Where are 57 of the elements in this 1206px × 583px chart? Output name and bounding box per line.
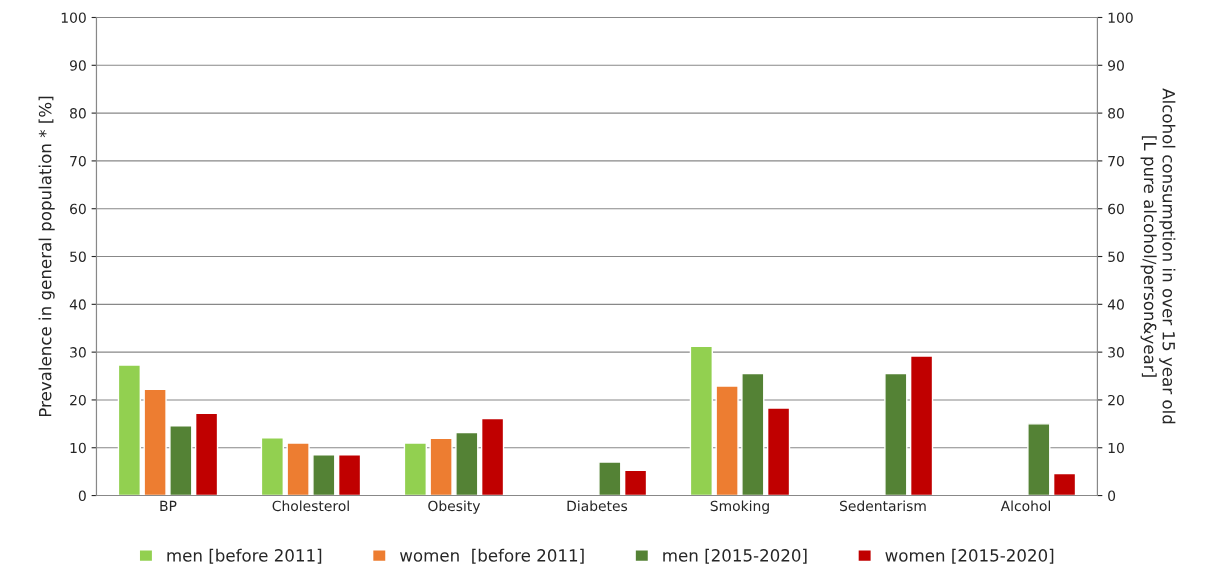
- y-tick-label: 60: [70, 203, 86, 215]
- bar: [286, 442, 310, 496]
- x-tick-label: Alcohol: [1000, 500, 1050, 512]
- bar: [337, 454, 362, 496]
- y2-axis-title: Alcohol consumption in over 15 year old [L pure alcohol/person&year]: [1140, 88, 1176, 424]
- bar: [143, 388, 167, 496]
- bar: [117, 364, 142, 496]
- x-tick-label: Diabetes: [567, 500, 628, 512]
- bar: [455, 431, 479, 496]
- x-tick-label: Sedentarism: [839, 500, 926, 512]
- y2-tick-label: 40: [1107, 299, 1124, 310]
- y-tick-label: 80: [70, 108, 86, 119]
- bar: [884, 372, 908, 496]
- y-tick-label: 50: [70, 251, 86, 262]
- legend-label: men [2015-2020]: [663, 548, 807, 564]
- y2-tick-label: 10: [1108, 442, 1124, 454]
- bar: [403, 442, 427, 496]
- y2-tick-label: 50: [1108, 251, 1124, 262]
- y-tick-label: 0: [78, 490, 86, 502]
- bar: [260, 437, 285, 496]
- bar: [312, 454, 336, 496]
- y2-tick-label: 60: [1108, 203, 1124, 215]
- y-axis-title: Prevalence in general population * [%]: [38, 96, 55, 417]
- bar: [766, 407, 791, 496]
- y2-tick-label: 80: [1108, 108, 1124, 119]
- y-tick-label: 20: [70, 394, 86, 406]
- bar: [1027, 423, 1051, 496]
- y-tick-label: 30: [70, 347, 86, 358]
- bar: [909, 355, 934, 496]
- y2-tick-label: 0: [1108, 490, 1116, 502]
- y2-tick-label: 90: [1108, 60, 1124, 71]
- bar: [169, 425, 193, 496]
- y-tick-label: 100: [61, 12, 86, 23]
- y2-tick-label: 20: [1108, 394, 1124, 406]
- y-tick-label: 40: [69, 299, 86, 310]
- bar: [741, 372, 765, 496]
- legend-label: women [2015-2020]: [885, 548, 1054, 564]
- bar: [1052, 472, 1077, 496]
- bar: [623, 469, 648, 496]
- bar: [715, 385, 739, 496]
- bar: [194, 412, 219, 496]
- y-tick-label: 90: [69, 60, 86, 71]
- x-tick-label: Obesity: [428, 500, 481, 514]
- x-tick-label: Cholesterol: [272, 500, 349, 512]
- bar: [480, 417, 505, 496]
- y-tick-label: 70: [70, 155, 86, 167]
- y2-tick-label: 30: [1108, 347, 1124, 358]
- bar: [429, 437, 453, 496]
- x-tick-label: Smoking: [710, 500, 769, 514]
- legend-label: men [before 2011]: [167, 548, 322, 564]
- x-tick-label: BP: [160, 500, 177, 511]
- y2-tick-label: 100: [1108, 12, 1133, 23]
- bar: [689, 345, 713, 496]
- y-tick-label: 10: [70, 442, 86, 454]
- y2-tick-label: 70: [1108, 155, 1124, 167]
- legend-label: women [before 2011]: [399, 548, 584, 564]
- bar: [598, 461, 622, 496]
